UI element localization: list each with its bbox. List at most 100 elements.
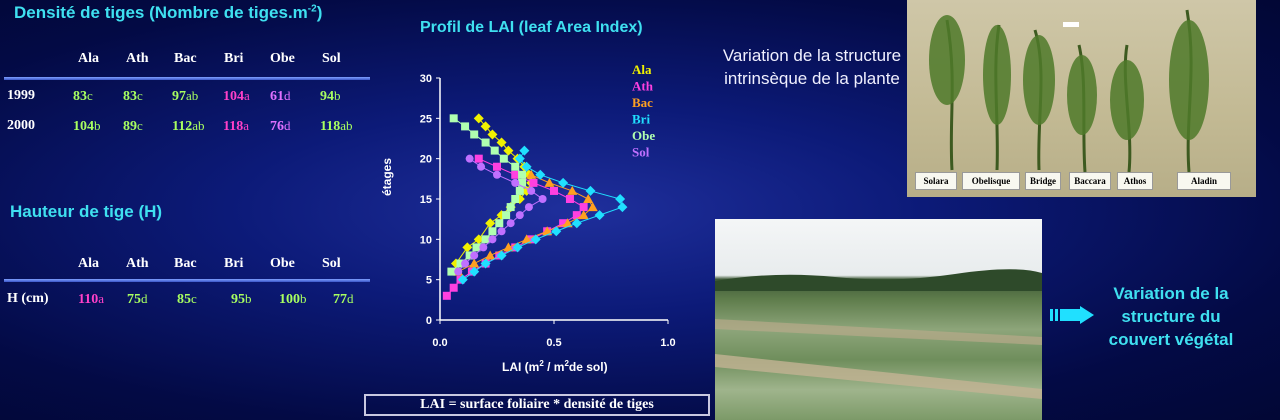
cell-letter: c — [137, 88, 143, 103]
cell-letter: d — [347, 291, 354, 306]
point-sol — [465, 154, 474, 163]
cell-letter: b — [300, 291, 307, 306]
point-obe — [506, 203, 515, 212]
point-bri — [585, 185, 596, 196]
cell-value: 118 — [223, 119, 244, 134]
table-cell: 97ab — [172, 88, 198, 105]
legend-ath: Ath — [632, 79, 654, 94]
plants-illustration — [929, 9, 1209, 173]
point-bri — [530, 234, 541, 245]
table-cell: 110a — [78, 291, 104, 308]
cell-letter: ab — [192, 118, 205, 133]
y-tick-label: 25 — [420, 113, 432, 125]
point-sol — [454, 267, 463, 276]
cell-value: 77 — [333, 292, 347, 307]
cell-value: 83 — [73, 89, 87, 104]
cell-letter: a — [98, 291, 105, 306]
density-title: Densité de tiges (Nombre de tiges.m-2) — [14, 3, 322, 23]
point-sol — [488, 235, 497, 244]
height-header: Ala — [78, 256, 99, 271]
point-obe — [490, 146, 499, 155]
legend-obe: Obe — [632, 128, 655, 143]
point-obe — [518, 178, 527, 187]
row-label: 2000 — [7, 118, 35, 133]
chart-title: Profil de LAI (leaf Area Index) — [420, 19, 643, 36]
point-bri — [571, 218, 582, 229]
table-cell: 112ab — [172, 118, 205, 135]
table-cell: 95b — [231, 291, 252, 308]
point-bac — [542, 226, 553, 236]
point-bri — [514, 153, 525, 164]
cell-letter: c — [87, 88, 93, 103]
xlabel-sup1: 2 — [539, 359, 544, 368]
height-header: Ath — [126, 256, 149, 271]
cell-value: 76 — [270, 119, 284, 134]
cell-letter: ab — [340, 118, 353, 133]
point-sol — [497, 227, 506, 236]
y-tick-label: 15 — [420, 194, 432, 206]
point-bac — [503, 242, 514, 252]
point-bri — [535, 169, 546, 180]
point-ala — [521, 185, 532, 196]
point-bri — [521, 161, 532, 172]
density-header: Ala — [78, 51, 99, 66]
point-bri — [469, 266, 480, 277]
point-sol — [527, 186, 536, 195]
point-sol — [511, 178, 520, 187]
x-tick-label: 0.5 — [546, 337, 561, 349]
xlabel-a: LAI (m — [502, 360, 540, 374]
cell-value: 95 — [231, 292, 245, 307]
cell-value: 112 — [172, 119, 193, 134]
density-table: Ala Ath Bac Bri Obe Sol 1999 83c 83c 97ab 10… — [0, 0, 380, 140]
cell-value: 89 — [123, 119, 137, 134]
density-title-text: Densité de tiges (Nombre de tiges.m — [14, 3, 308, 22]
density-header: Bac — [174, 51, 197, 66]
point-ath — [474, 154, 483, 163]
point-obe — [472, 243, 481, 252]
table-cell: 75d — [127, 291, 148, 308]
point-ath — [442, 291, 451, 300]
point-bac — [578, 210, 589, 220]
x-tick-label: 0.0 — [432, 337, 447, 349]
point-ala — [473, 234, 484, 245]
plant-label: Bridge — [1025, 172, 1061, 190]
point-obe — [465, 251, 474, 260]
point-obe — [515, 186, 524, 195]
point-bri — [512, 242, 523, 253]
point-ath — [511, 170, 520, 179]
density-rule — [4, 77, 370, 80]
row-label: 1999 — [7, 88, 35, 103]
point-bac — [485, 250, 496, 260]
point-obe — [499, 154, 508, 163]
point-obe — [449, 114, 458, 123]
density-header: Obe — [270, 51, 295, 66]
cell-letter: a — [243, 118, 250, 133]
point-ath — [559, 219, 568, 228]
cell-value: 104 — [73, 119, 94, 134]
point-sol — [506, 219, 515, 228]
xlabel-c: de sol) — [568, 360, 608, 374]
table-cell: 83c — [123, 88, 143, 105]
lai-formula: LAI = surface foliaire * densité de tige… — [364, 394, 710, 416]
point-ath — [550, 186, 558, 195]
cell-letter: d — [141, 291, 148, 306]
field-photo — [715, 219, 1042, 420]
cell-value: 100 — [279, 292, 300, 307]
photo-tag — [1063, 22, 1079, 27]
cell-value: 97 — [172, 89, 186, 104]
point-sol — [493, 170, 501, 179]
cell-letter: d — [284, 88, 291, 103]
table-cell: 76d — [270, 118, 291, 135]
density-header: Bri — [224, 51, 244, 66]
point-obe — [488, 227, 497, 236]
point-bac — [544, 177, 555, 187]
cell-letter: b — [94, 118, 101, 133]
chart-ylabel: étages — [380, 157, 394, 196]
table-cell: 104a — [223, 88, 250, 105]
arrow-svg — [1050, 306, 1094, 324]
table-cell: 94b — [320, 88, 341, 105]
density-title-sup: -2 — [307, 3, 317, 15]
cell-value: 75 — [127, 292, 141, 307]
field-illustration — [715, 269, 1042, 399]
variation-canopy-text: Variation de la structure du couvert vég… — [1108, 284, 1234, 349]
